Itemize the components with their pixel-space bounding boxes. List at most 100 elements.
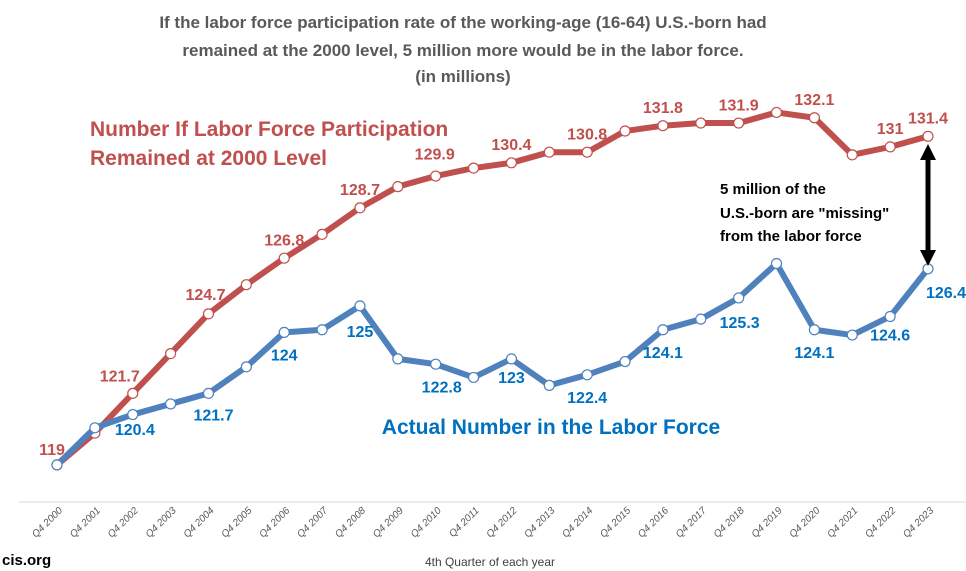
x-tick-label: Q4 2022	[863, 505, 898, 540]
x-tick-label: Q4 2005	[220, 505, 255, 540]
data-label: 131.8	[643, 100, 683, 117]
data-label: 129.9	[415, 146, 455, 163]
x-tick-label: Q4 2016	[636, 505, 671, 540]
data-point	[733, 292, 745, 304]
chart-title-line-1: If the labor force participation rate of…	[159, 13, 766, 32]
x-tick-label: Q4 2011	[447, 505, 481, 539]
data-point	[505, 157, 518, 169]
data-point	[770, 106, 783, 119]
data-point	[278, 326, 290, 338]
data-point	[240, 361, 252, 373]
data-point	[202, 387, 215, 399]
data-point	[430, 358, 442, 370]
x-tick-label: Q4 2009	[371, 505, 406, 540]
x-tick-label: Q4 2007	[295, 505, 330, 540]
data-point	[165, 348, 177, 360]
x-tick-label: Q4 2017	[674, 505, 709, 540]
data-label: 124	[271, 348, 298, 365]
data-label: 124.6	[870, 328, 910, 345]
x-axis-title: 4th Quarter of each year	[425, 555, 555, 569]
data-point	[770, 257, 783, 270]
data-label: 132.1	[794, 92, 834, 109]
data-point	[51, 459, 63, 471]
source-label: cis.org	[2, 552, 51, 569]
x-tick-label: Q4 2006	[257, 505, 292, 540]
data-point	[354, 202, 366, 214]
annotation-line-2: U.S.-born are "missing"	[720, 205, 889, 222]
data-label: 126.8	[264, 232, 304, 249]
series-name-blue: Actual Number in the Labor Force	[382, 416, 720, 439]
data-point	[581, 369, 593, 381]
data-point	[846, 149, 858, 161]
x-tick-label: Q4 2014	[560, 505, 595, 540]
data-point	[316, 228, 328, 240]
data-point	[505, 353, 518, 365]
data-label: 121.7	[100, 369, 140, 386]
series-name-red-line-1: Number If Labor Force Participation	[90, 118, 448, 141]
data-label: 123	[498, 370, 525, 387]
data-label: 124.7	[185, 287, 225, 304]
data-point	[392, 181, 404, 193]
data-label: 125	[347, 324, 374, 341]
data-label: 124.1	[643, 345, 683, 362]
x-tick-label: Q4 2002	[106, 505, 141, 540]
data-label: 124.1	[794, 345, 834, 362]
data-point	[619, 355, 631, 368]
data-label: 131	[877, 121, 904, 138]
data-point	[89, 422, 101, 434]
annotation-line-1: 5 million of the	[720, 181, 826, 198]
x-tick-label: Q4 2023	[901, 505, 936, 540]
x-tick-label: Q4 2000	[30, 505, 65, 540]
x-tick-label: Q4 2003	[144, 505, 179, 540]
data-point	[165, 398, 177, 410]
x-tick-label: Q4 2021	[825, 505, 860, 540]
data-point	[240, 279, 252, 291]
data-point	[657, 120, 669, 132]
series-name-red-line-2: Remained at 2000 Level	[90, 147, 327, 170]
data-point	[846, 329, 858, 341]
data-point	[808, 324, 821, 336]
data-label: 119	[39, 442, 65, 459]
chart-title-line-3: (in millions)	[415, 67, 510, 86]
x-tick-label: Q4 2015	[598, 505, 633, 540]
data-point	[430, 170, 442, 182]
data-label: 126.4	[926, 285, 966, 302]
double-arrow	[920, 144, 936, 266]
data-label: 131.9	[719, 97, 759, 114]
data-point	[543, 379, 555, 391]
x-tick-label: Q4 2019	[750, 505, 785, 540]
data-point	[543, 146, 555, 158]
data-point	[922, 130, 934, 142]
x-tick-label: Q4 2020	[788, 505, 823, 540]
annotation-line-3: from the labor force	[720, 228, 862, 245]
data-point	[581, 146, 593, 158]
data-point	[884, 310, 896, 323]
chart-title-line-2: remained at the 2000 level, 5 million mo…	[182, 41, 743, 60]
data-point	[392, 353, 404, 365]
data-point	[127, 387, 139, 399]
series-line-red	[55, 109, 929, 468]
data-point	[695, 313, 707, 325]
x-tick-label: Q4 2013	[523, 505, 558, 540]
data-label: 122.8	[422, 379, 462, 396]
data-point	[808, 112, 821, 124]
data-point	[278, 252, 290, 264]
data-label: 131.4	[908, 111, 948, 128]
data-point	[467, 162, 480, 174]
data-point	[619, 125, 631, 137]
data-label: 130.8	[567, 126, 607, 143]
data-label: 125.3	[720, 315, 760, 332]
data-label: 128.7	[340, 182, 380, 199]
data-label: 121.7	[193, 408, 233, 425]
x-tick-label: Q4 2004	[182, 505, 217, 540]
x-tick-label: Q4 2018	[712, 505, 747, 540]
data-point	[657, 324, 669, 336]
data-label: 130.4	[491, 137, 531, 154]
x-tick-label: Q4 2001	[68, 505, 103, 540]
data-point	[884, 141, 896, 153]
series-line-blue	[54, 260, 931, 468]
x-tick-label: Q4 2010	[409, 505, 444, 540]
data-point	[127, 408, 139, 421]
data-point	[733, 117, 745, 129]
